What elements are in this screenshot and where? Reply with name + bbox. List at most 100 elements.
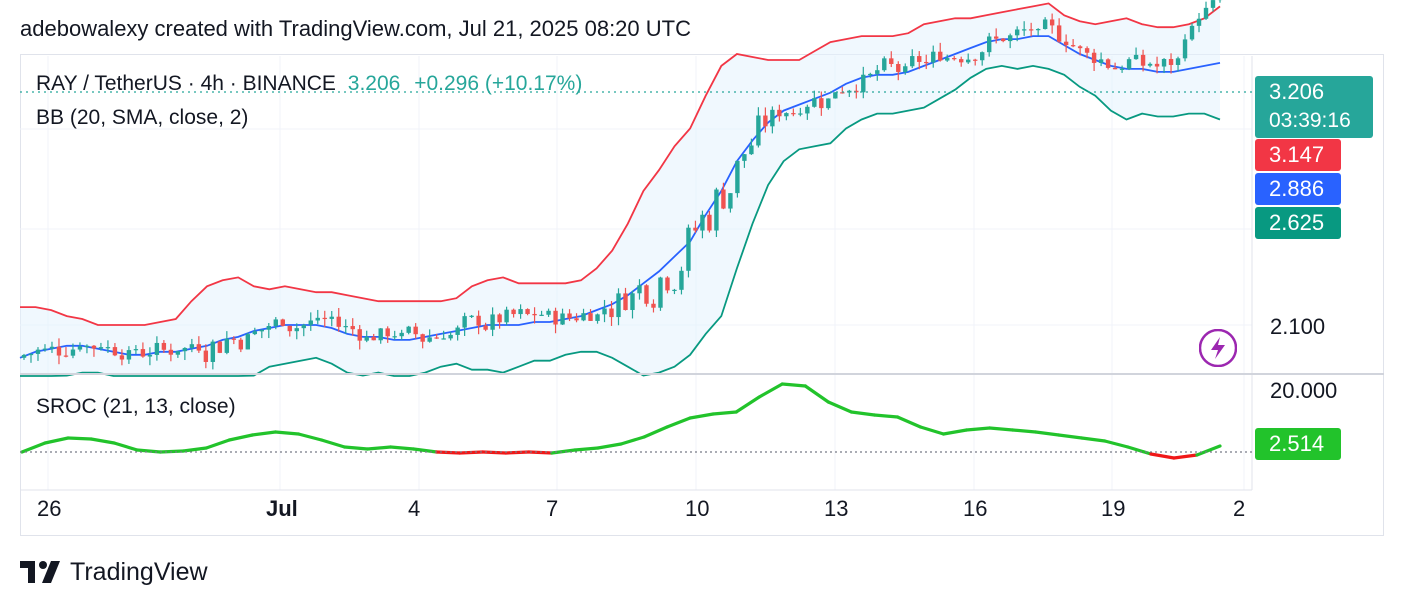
candle-body xyxy=(133,349,139,351)
candle-body xyxy=(700,214,705,231)
candle-body xyxy=(1049,19,1055,26)
candle-body xyxy=(280,319,285,326)
sroc-segment xyxy=(757,382,784,399)
candle-body xyxy=(840,92,845,94)
sroc-line xyxy=(20,382,1222,460)
time-tick-label: 4 xyxy=(408,496,421,521)
candle-body xyxy=(623,293,628,310)
candle-body xyxy=(301,324,306,329)
candle-body xyxy=(49,346,55,349)
candle-body xyxy=(175,351,181,355)
sroc-segment xyxy=(227,433,254,442)
last-price-tag: 3.206 03:39:16 xyxy=(1255,76,1373,138)
price-tick-label: 2.100 xyxy=(1270,314,1326,339)
sroc-segment xyxy=(250,430,278,437)
candle-body xyxy=(1014,29,1020,36)
candle-body xyxy=(343,326,348,328)
sroc-segment xyxy=(895,415,923,429)
candle-body xyxy=(441,338,446,340)
candle-body xyxy=(497,314,502,323)
candle-body xyxy=(973,59,978,61)
candle-body xyxy=(126,350,132,360)
candle-body xyxy=(959,59,964,63)
candle-body xyxy=(147,354,153,357)
sroc-segment xyxy=(941,428,969,436)
candle-body xyxy=(1189,25,1195,40)
candle-body xyxy=(1182,39,1188,59)
sroc-segment xyxy=(204,438,231,450)
candle-body xyxy=(224,338,230,353)
lightning-icon xyxy=(1198,328,1238,368)
sroc-segment xyxy=(342,445,370,451)
candle-body xyxy=(630,293,635,310)
candle-body xyxy=(868,73,873,76)
candle-body xyxy=(756,115,761,146)
candle-body xyxy=(525,309,530,314)
candle-body xyxy=(986,36,992,53)
bb-upper-tag: 3.147 xyxy=(1255,139,1341,171)
candle-body xyxy=(1196,18,1202,26)
candle-body xyxy=(294,328,299,332)
candle-body xyxy=(119,355,125,360)
candle-body xyxy=(350,326,355,330)
last-price-tag-value: 3.206 xyxy=(1269,79,1325,104)
time-tick-label: Jul xyxy=(266,496,298,521)
candle-body xyxy=(273,319,278,327)
candle-body xyxy=(364,336,369,341)
sroc-segment xyxy=(181,446,208,453)
candle-body xyxy=(420,334,425,342)
candle-body xyxy=(168,349,174,355)
candle-body xyxy=(581,313,586,321)
candle-body xyxy=(714,189,719,231)
candle-body xyxy=(21,354,27,358)
candle-body xyxy=(511,309,516,315)
candle-body xyxy=(931,51,936,63)
candle-body xyxy=(399,332,404,337)
candle-body xyxy=(826,98,831,109)
candle-body xyxy=(1098,59,1104,63)
candle-body xyxy=(357,329,362,341)
candle-body xyxy=(98,347,104,349)
candle-body xyxy=(546,310,551,315)
sroc-value-tag: 2.514 xyxy=(1255,428,1341,460)
sroc-segment xyxy=(319,438,347,449)
candle-body xyxy=(427,337,432,342)
candle-body xyxy=(105,347,111,349)
candle-body xyxy=(735,160,740,194)
candle-body xyxy=(567,313,572,319)
candle-body xyxy=(1210,0,1216,8)
lightning-button[interactable] xyxy=(1198,328,1238,368)
candle-body xyxy=(413,326,418,335)
sroc-segment xyxy=(1103,439,1130,449)
candle-body xyxy=(595,314,600,321)
candle-body xyxy=(28,353,34,356)
sroc-segment xyxy=(918,425,946,436)
bb-basis-tag: 2.886 xyxy=(1255,173,1341,205)
candle-body xyxy=(238,339,244,350)
time-tick-label: 7 xyxy=(546,496,559,521)
candle-body xyxy=(742,154,747,161)
candle-body xyxy=(875,70,880,74)
candle-body xyxy=(861,74,866,93)
candle-body xyxy=(1070,45,1076,47)
candle-body xyxy=(70,349,76,356)
candle-body xyxy=(42,348,48,350)
candle-body xyxy=(385,328,390,337)
chart-frame[interactable] xyxy=(20,54,1384,536)
candle-body xyxy=(462,316,467,328)
chart-caption: adebowalexy created with TradingView.com… xyxy=(20,16,691,41)
time-tick-label: 26 xyxy=(37,496,62,521)
sroc-segment xyxy=(665,416,692,429)
candle-body xyxy=(903,66,908,72)
candle-body xyxy=(182,347,188,352)
candle-body xyxy=(979,52,985,61)
candle-body xyxy=(1021,29,1027,31)
sroc-segment xyxy=(849,410,877,417)
bb-lower-tag: 2.625 xyxy=(1255,207,1341,239)
sroc-segment xyxy=(1057,433,1084,440)
candle-body xyxy=(1168,58,1174,65)
candle-body xyxy=(469,315,474,317)
candle-body xyxy=(791,113,796,115)
sroc-segment xyxy=(988,426,1015,432)
